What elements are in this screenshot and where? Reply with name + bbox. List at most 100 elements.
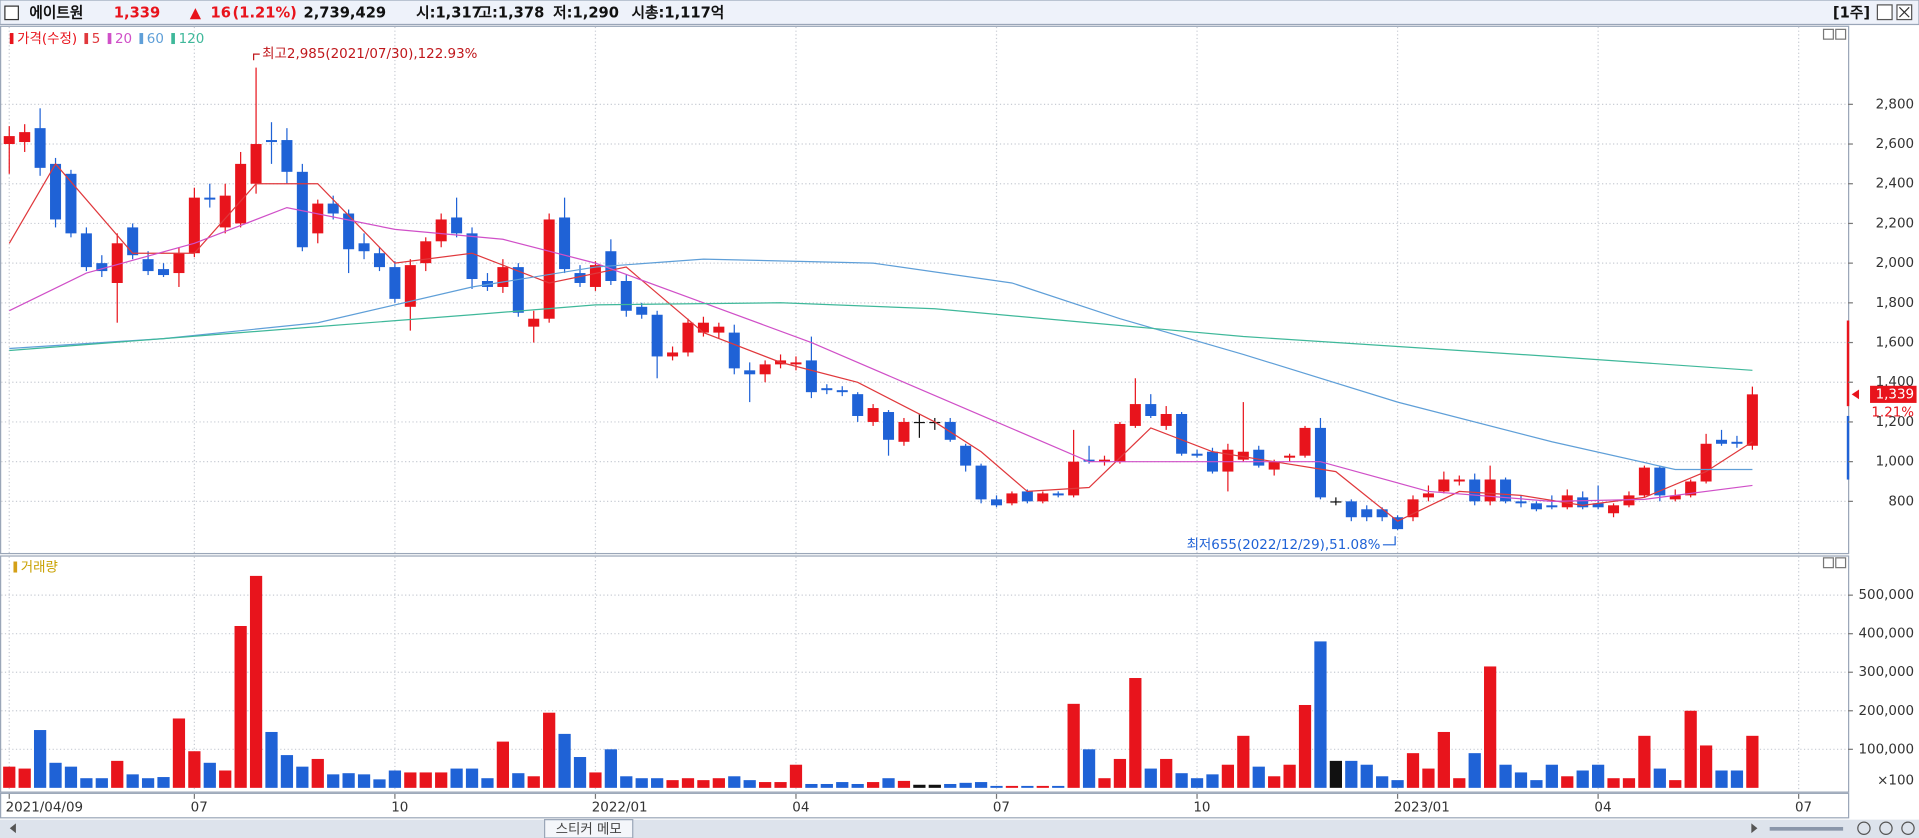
candle-body [1222,449,1234,472]
y-tick-label: 1,000 [1876,455,1914,470]
legend-marker [139,33,144,45]
candle-body [636,306,648,315]
candle-body [1422,493,1434,498]
volume-bar [1607,778,1620,788]
volume-bar [1052,785,1065,788]
panel-button[interactable] [1822,28,1834,40]
candle-body [1438,479,1450,492]
volume-bar [728,776,741,788]
candle-body [127,227,139,256]
panel-button[interactable] [1822,557,1834,569]
candle-body [1299,427,1311,456]
candle-body [744,370,756,375]
volume-bar [18,768,31,788]
candle-body [805,360,817,393]
candle-body [96,263,108,272]
volume-bar [1499,764,1512,788]
checkbox[interactable] [4,5,19,21]
candle-body [466,233,478,280]
volume-bar [1576,770,1589,788]
moving-average-line [9,258,1753,471]
sticker-memo[interactable]: 스티커 메모 [556,821,622,837]
candle-body [960,445,972,466]
scrollbar[interactable] [0,819,1919,838]
volume-panel [0,555,1850,793]
legend-label: 5 [92,32,101,47]
volume-bar [1699,745,1713,788]
volume-bar [1252,766,1265,788]
candle-body [1577,497,1589,508]
volume-bar [496,741,510,788]
candle-body [697,322,709,333]
zoom-out[interactable] [1857,821,1871,835]
candle-body [991,499,1003,506]
candle-body [373,253,385,268]
unit-label: ×100 [1877,774,1914,789]
annotation-arrow [1382,536,1396,546]
candle-body [883,412,895,440]
volume-bar [1329,760,1342,788]
x-tick-label: 2021/04/09 [6,800,83,815]
volume-bar [3,766,16,788]
candle-body [1500,479,1512,502]
price-tag [1870,385,1917,403]
candle-body [265,140,278,143]
candle-body [497,267,509,287]
zoom-reset[interactable] [1901,821,1915,835]
candle-body [1407,499,1419,518]
candle-body [543,219,555,319]
candle-body [3,136,15,145]
volume-bar [959,782,972,788]
range-indicator [1846,415,1850,480]
volume-bar [265,731,278,788]
moving-average-line [9,206,1753,502]
volume-bar [697,780,710,788]
volume-bar [1237,735,1250,788]
candle-body [512,267,524,313]
candle-body [1484,479,1496,502]
candle-body [1098,459,1110,462]
period[interactable]: [1주] [1833,4,1870,21]
candle-body [1314,427,1326,498]
candle-body [1145,404,1157,416]
y-tick-label: 300,000 [1859,665,1915,680]
panel-button[interactable] [1835,557,1847,569]
volume-bar [527,776,540,788]
volume-bar [589,772,602,788]
annotation-arrow [253,53,260,61]
candle-body [898,421,910,442]
candle-body [1361,509,1373,518]
candle-body [158,269,170,276]
volume-bar [820,783,833,788]
candle-body [142,259,154,272]
panel-button[interactable] [1835,28,1847,40]
scroll-left[interactable] [9,823,16,834]
candle-body [1731,441,1743,444]
candle-body [1608,505,1620,514]
restore-button[interactable] [1876,4,1893,21]
low-price: 저:1,290 [553,4,619,21]
zoom-in[interactable] [1879,821,1893,835]
volume-bar [604,749,617,788]
open-price: 시:1,317 [416,4,482,21]
volume-bar [1376,776,1389,788]
candle-body [1530,503,1542,510]
zoom-slider[interactable] [1769,826,1844,831]
scroll-right[interactable] [1751,823,1758,834]
candle-body [111,243,123,283]
volume-bar [404,772,417,788]
volume-bar [435,772,448,788]
volume-bar [928,784,941,788]
market-cap: 시총:1,117억 [632,3,725,21]
volume-bar [774,782,787,788]
candle-body [1114,423,1126,462]
volume-bar [1530,780,1543,788]
sticker-tab[interactable] [544,819,634,838]
volume-bar [1437,731,1450,788]
volume-bar [1345,760,1358,788]
candle-body [1083,459,1095,462]
candle-body [1284,455,1296,458]
y-tick-label: 2,200 [1876,216,1914,231]
candle-body [1037,493,1049,502]
